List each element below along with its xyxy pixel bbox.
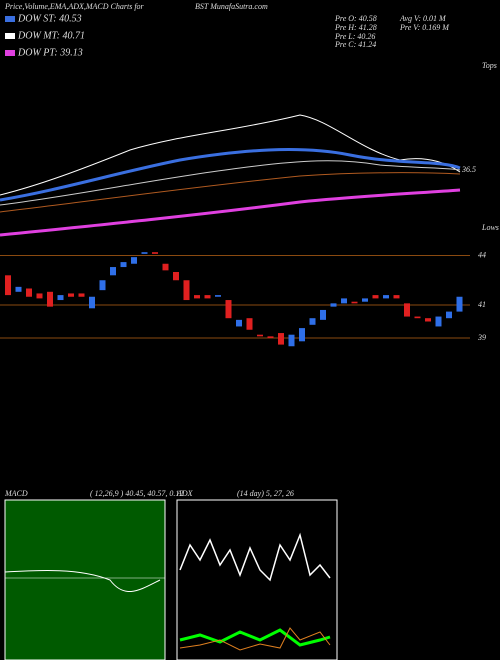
ema-long [0, 172, 461, 213]
header-left: Price,Volume,EMA,ADX,MACD Charts for [4, 2, 145, 11]
candle [204, 295, 211, 299]
candle [446, 311, 452, 319]
candle [362, 298, 368, 302]
candle [414, 316, 421, 319]
candle [194, 295, 200, 299]
candle [5, 275, 11, 296]
macd-title: MACD [4, 489, 28, 498]
adx-box [176, 499, 338, 660]
candle [26, 288, 32, 297]
adx-line [179, 532, 331, 582]
candle [299, 328, 305, 342]
candle [257, 334, 263, 337]
y-tick-label: 44 [478, 250, 486, 259]
ema-pt [0, 188, 461, 237]
candle [131, 257, 137, 264]
ema-short [0, 148, 461, 202]
adx-params: (14 day) 5, 27, 26 [237, 489, 294, 498]
tops-label: Tops [482, 61, 497, 70]
price-line [0, 114, 461, 196]
candle [173, 272, 179, 281]
y-tick-label: 41 [478, 300, 486, 309]
candle [267, 336, 274, 338]
candle [78, 293, 85, 297]
legend-swatch [5, 33, 15, 39]
candle [225, 300, 232, 319]
candle [309, 318, 316, 325]
macd-line [4, 569, 161, 593]
stat: Pre C: 41.24 [334, 40, 376, 49]
candle [330, 303, 337, 307]
candle [120, 262, 127, 268]
legend-label: DOW MT: 40.71 [17, 30, 85, 41]
stat: Pre H: 41.28 [334, 23, 377, 32]
candle [435, 316, 442, 327]
candle [89, 296, 95, 309]
candle [456, 296, 463, 312]
candle [351, 301, 358, 304]
top-lines [0, 114, 461, 237]
ema-mid [0, 160, 461, 206]
candle [162, 263, 169, 271]
candle [246, 318, 253, 330]
legend-swatch [5, 50, 15, 56]
candle [152, 252, 158, 254]
stat: Pre O: 40.58 [334, 14, 377, 23]
candle [15, 286, 22, 292]
legend-label: DOW ST: 40.53 [17, 13, 82, 24]
candle [372, 295, 379, 299]
stat: Pre L: 40.26 [334, 32, 375, 41]
candle [278, 333, 284, 345]
stat: Pre V: 0.169 M [399, 23, 450, 32]
plus-di [179, 628, 331, 647]
candle [404, 303, 410, 317]
candle [36, 293, 43, 299]
adx-panel: ADX (14 day) 5, 27, 26 [176, 489, 338, 660]
header-right: BST MunafaSutra.com [195, 2, 268, 11]
candle [215, 295, 221, 297]
stat: Avg V: 0.01 M [399, 14, 447, 23]
candle [425, 318, 431, 322]
candle [99, 280, 106, 291]
candle [141, 252, 148, 254]
candle [68, 293, 74, 297]
candle [341, 298, 347, 304]
candle [110, 267, 116, 276]
y-tick-label: 39 [477, 333, 486, 342]
macd-box [4, 499, 166, 660]
lows-label: Lows [481, 223, 499, 232]
minus-di [179, 627, 331, 651]
candle [288, 334, 295, 347]
legend-swatch [5, 16, 15, 22]
last-label: 36.5 [461, 165, 476, 174]
legend: DOW ST: 40.53 DOW MT: 40.71 DOW PT: 39.1… [5, 13, 85, 58]
candle [383, 295, 389, 299]
candle [393, 295, 400, 299]
legend-label: DOW PT: 39.13 [17, 47, 83, 58]
macd-params: ( 12,26,9 ) 40.45, 40.57, 0.12 [90, 489, 183, 498]
macd-panel: MACD ( 12,26,9 ) 40.45, 40.57, 0.12 [4, 489, 183, 660]
candle [320, 309, 326, 320]
candle [183, 280, 190, 301]
candle [57, 295, 64, 301]
candle [236, 319, 242, 327]
candle [47, 291, 53, 307]
adx-title: ADX [176, 489, 194, 498]
